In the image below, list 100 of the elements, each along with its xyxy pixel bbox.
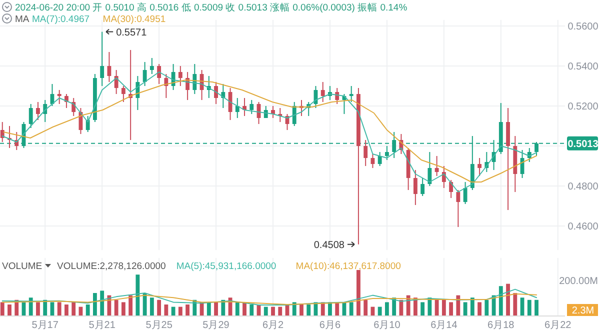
- bar: [57, 302, 62, 316]
- candlestick: [449, 180, 454, 198]
- legend-title: MA: [15, 14, 30, 25]
- text: MA(7):0.4967: [32, 14, 90, 25]
- bar: [36, 302, 40, 316]
- bar: [136, 274, 140, 316]
- candlestick: [57, 90, 62, 104]
- candlestick: [150, 58, 154, 74]
- candlestick: [114, 70, 118, 94]
- candlestick: [86, 116, 90, 132]
- bar: [142, 293, 147, 316]
- candlestick: [392, 132, 396, 158]
- bar: [121, 302, 126, 316]
- bar: [0, 302, 4, 316]
- candlestick: [463, 182, 468, 204]
- bar: [8, 304, 12, 316]
- bar: [300, 304, 304, 316]
- bar: [93, 293, 97, 316]
- bar: [86, 304, 90, 316]
- candlestick: [434, 156, 439, 176]
- bar: [64, 304, 68, 316]
- bar: [463, 302, 468, 316]
- bar: [271, 306, 275, 316]
- candlestick: [456, 190, 460, 228]
- bar: [442, 300, 446, 316]
- bar: [114, 300, 118, 316]
- bar: [498, 286, 503, 316]
- candlestick: [235, 98, 240, 118]
- annotation: 0.4508: [314, 240, 345, 251]
- candlestick: [378, 152, 382, 166]
- bar: [420, 302, 425, 316]
- bar: [235, 302, 240, 316]
- annotation: 200.00M: [559, 276, 598, 287]
- x-tick-label: 6月6: [319, 320, 341, 331]
- chart-title: 2024-06-20 20:00 开 0.5010 高 0.5016 低 0.5009 收 0.5013 涨幅 0.06%(0.0003) 振幅 0.14%: [15, 2, 408, 14]
- x-tick-label: 6月10: [374, 320, 401, 331]
- bar: [384, 302, 389, 316]
- ref-line-label: 0.5013: [568, 138, 599, 150]
- bar: [171, 306, 176, 316]
- y-tick-label: 0.4800: [568, 182, 599, 192]
- text: MA(5):45,931,166.0000: [176, 261, 276, 272]
- bar: [478, 302, 482, 316]
- candlestick: [0, 122, 4, 142]
- bar: [178, 306, 182, 316]
- candlestick: [506, 108, 510, 210]
- candlestick: [428, 152, 432, 186]
- bar: [206, 302, 211, 316]
- bar: [349, 302, 354, 316]
- candlestick: [478, 158, 482, 176]
- bar: [100, 290, 104, 316]
- bar: [534, 300, 538, 316]
- candlestick: [271, 106, 275, 118]
- bar: [150, 298, 154, 316]
- x-tick-label: 6月18: [488, 320, 515, 331]
- text: VOLUME:2,278,126.0000: [57, 261, 166, 272]
- bar: [72, 302, 76, 316]
- bar: [250, 304, 254, 316]
- x-tick-label: 5月21: [88, 320, 116, 331]
- candlestick: [320, 82, 325, 102]
- candlestick: [121, 86, 126, 102]
- bar: [506, 284, 510, 316]
- bar: [399, 300, 404, 316]
- bar: [128, 295, 133, 316]
- bar: [513, 293, 518, 316]
- candlestick: [384, 146, 389, 160]
- candlestick: [214, 82, 218, 104]
- bar: [292, 302, 296, 316]
- candlestick: [157, 64, 162, 84]
- annotation: 0.5571: [116, 27, 148, 38]
- bar: [242, 302, 246, 316]
- bar: [186, 304, 190, 316]
- bar: [527, 300, 532, 316]
- text: MA(10):46,137,617.8000: [296, 261, 401, 272]
- candlestick: [28, 104, 33, 128]
- text: 2.3M: [572, 306, 594, 316]
- x-tick-label: 5月17: [32, 320, 59, 331]
- bar: [306, 304, 311, 316]
- y-tick-label: 0.5600: [568, 22, 599, 32]
- legend-title: VOLUME: [2, 261, 42, 272]
- candlestick: [142, 62, 147, 86]
- candlestick: [413, 170, 418, 206]
- bar: [364, 300, 368, 316]
- bar: [157, 300, 162, 316]
- candlestick: [164, 74, 168, 98]
- candlestick: [178, 66, 182, 86]
- x-tick-label: 6月14: [430, 320, 458, 331]
- candlestick: [292, 102, 296, 126]
- candlestick: [36, 102, 40, 120]
- y-tick-label: 0.4600: [568, 222, 599, 232]
- bar: [278, 306, 282, 316]
- x-tick-label: 5月29: [202, 320, 230, 331]
- y-tick-label: 0.5400: [568, 62, 599, 72]
- candlestick: [250, 100, 254, 114]
- x-tick-label: 6月2: [262, 320, 284, 331]
- bar: [164, 304, 168, 316]
- candlestick: [420, 178, 425, 196]
- bar: [28, 298, 33, 316]
- text: MA(30):0.4951: [102, 14, 166, 25]
- y-tick-label: 0.5200: [568, 102, 599, 112]
- bar: [378, 306, 382, 316]
